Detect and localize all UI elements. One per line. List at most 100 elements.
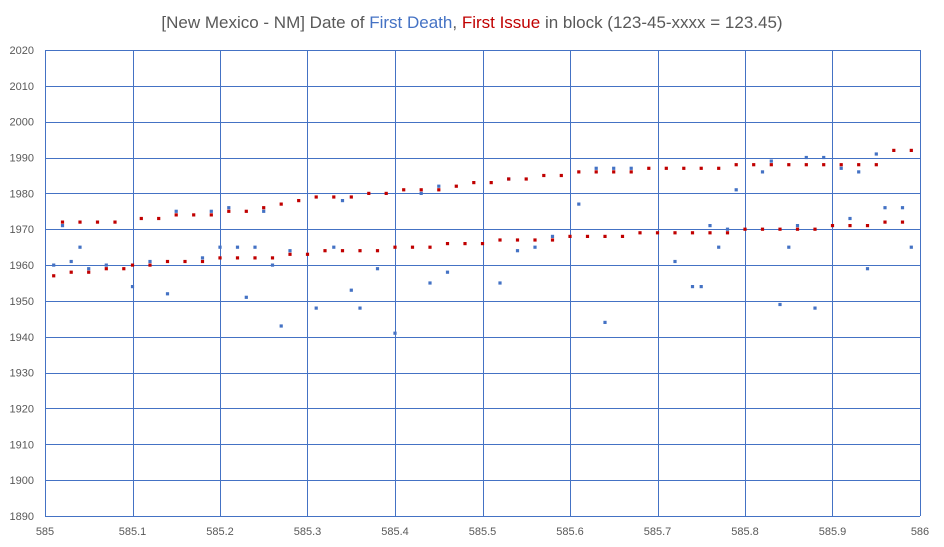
first-issue-point <box>165 259 170 264</box>
first-death-point <box>174 209 178 213</box>
first-issue-point <box>752 163 756 167</box>
first-death-point <box>349 288 353 292</box>
first-issue-point <box>708 231 712 235</box>
first-issue-point <box>857 163 861 167</box>
first-death-point <box>104 263 108 267</box>
title-first-issue: First Issue <box>462 13 540 32</box>
first-death-point <box>419 191 423 195</box>
first-issue-point <box>227 209 231 213</box>
first-death-point <box>725 227 730 231</box>
first-issue-point <box>594 170 598 174</box>
first-issue-point <box>822 163 826 167</box>
first-issue-point <box>900 220 905 224</box>
y-tick-label: 2000 <box>10 117 34 129</box>
first-issue-point <box>533 238 537 242</box>
first-death-point <box>769 159 773 163</box>
first-death-point <box>498 281 502 285</box>
first-death-point <box>865 267 870 271</box>
first-issue-point <box>892 148 896 152</box>
first-death-point <box>883 206 887 210</box>
first-death-point <box>358 306 362 310</box>
grid-lines <box>45 50 921 517</box>
first-death-point <box>673 259 677 264</box>
first-issue-point <box>445 242 450 246</box>
first-issue-point <box>577 170 581 174</box>
first-death-point <box>270 263 275 267</box>
first-issue-point <box>909 148 913 152</box>
first-death-point <box>717 245 721 249</box>
y-tick-label: 1910 <box>10 439 34 451</box>
first-issue-point <box>270 256 275 260</box>
first-issue-point <box>244 209 248 213</box>
first-issue-point <box>410 245 415 249</box>
first-death-point <box>848 216 852 221</box>
first-issue-point <box>620 234 625 238</box>
first-issue-point <box>682 166 686 170</box>
first-issue-point <box>804 163 808 167</box>
title-suffix: in block (123-45-xxxx = 123.45) <box>540 13 782 32</box>
y-tick-label: 2010 <box>10 81 34 93</box>
first-issue-point <box>235 256 240 260</box>
first-issue-point <box>480 242 485 246</box>
first-death-point <box>437 184 441 188</box>
first-death-point <box>78 245 82 249</box>
title-separator: , <box>452 13 461 32</box>
first-issue-point <box>865 224 870 228</box>
x-axis-tick-labels: 585 585.1 585.2 585.3 585.4 585.5 585.6 585.7 58… <box>36 526 929 538</box>
first-death-point <box>209 209 213 213</box>
y-tick-label: 1980 <box>10 188 34 200</box>
first-issue-point <box>717 166 721 170</box>
y-tick-label: 1930 <box>10 368 34 380</box>
first-issue-point <box>358 249 362 253</box>
y-tick-label: 1990 <box>10 153 34 165</box>
first-issue-point <box>664 166 668 170</box>
first-death-point <box>244 295 248 299</box>
first-death-point <box>515 249 520 253</box>
y-tick-label: 1890 <box>10 511 34 523</box>
first-death-point <box>332 245 336 249</box>
first-death-point <box>900 206 905 210</box>
first-issue-point <box>559 173 563 178</box>
first-issue-point <box>795 227 800 231</box>
first-issue-point <box>174 213 178 217</box>
first-issue-point <box>262 206 266 210</box>
first-death-point <box>130 285 135 289</box>
chart-title: [New Mexico - NM] Date of First Death, F… <box>161 13 782 32</box>
first-death-point <box>577 202 581 206</box>
first-issue-point <box>463 242 467 246</box>
first-issue-point <box>113 220 117 224</box>
data-points <box>52 148 913 335</box>
x-tick-label: 585.3 <box>294 526 322 538</box>
y-tick-label: 1960 <box>10 260 34 272</box>
x-tick-label: 585.6 <box>556 526 584 538</box>
first-issue-point <box>489 181 493 185</box>
first-issue-point <box>813 227 817 231</box>
first-issue-point <box>883 220 887 224</box>
x-tick-label: 585 <box>36 526 54 538</box>
x-tick-label: 585.4 <box>381 526 409 538</box>
first-issue-point <box>78 220 82 224</box>
first-death-point <box>612 166 616 170</box>
first-death-point <box>279 324 283 328</box>
first-death-point <box>708 224 712 228</box>
first-issue-point <box>253 256 257 260</box>
first-death-point <box>629 166 633 170</box>
y-tick-label: 1900 <box>10 475 34 487</box>
first-issue-point <box>402 188 406 192</box>
first-issue-point <box>454 184 458 188</box>
first-issue-point <box>699 166 703 170</box>
first-death-point <box>857 170 861 174</box>
title-first-death: First Death <box>369 13 452 32</box>
first-death-point <box>778 302 782 307</box>
first-death-point <box>533 245 537 249</box>
first-death-point <box>253 245 257 249</box>
first-issue-point <box>419 188 423 192</box>
first-issue-point <box>183 259 187 264</box>
first-issue-point <box>725 231 730 235</box>
first-issue-point <box>288 252 292 256</box>
first-issue-point <box>550 238 555 242</box>
first-death-point <box>227 206 231 210</box>
first-issue-point <box>874 163 878 167</box>
